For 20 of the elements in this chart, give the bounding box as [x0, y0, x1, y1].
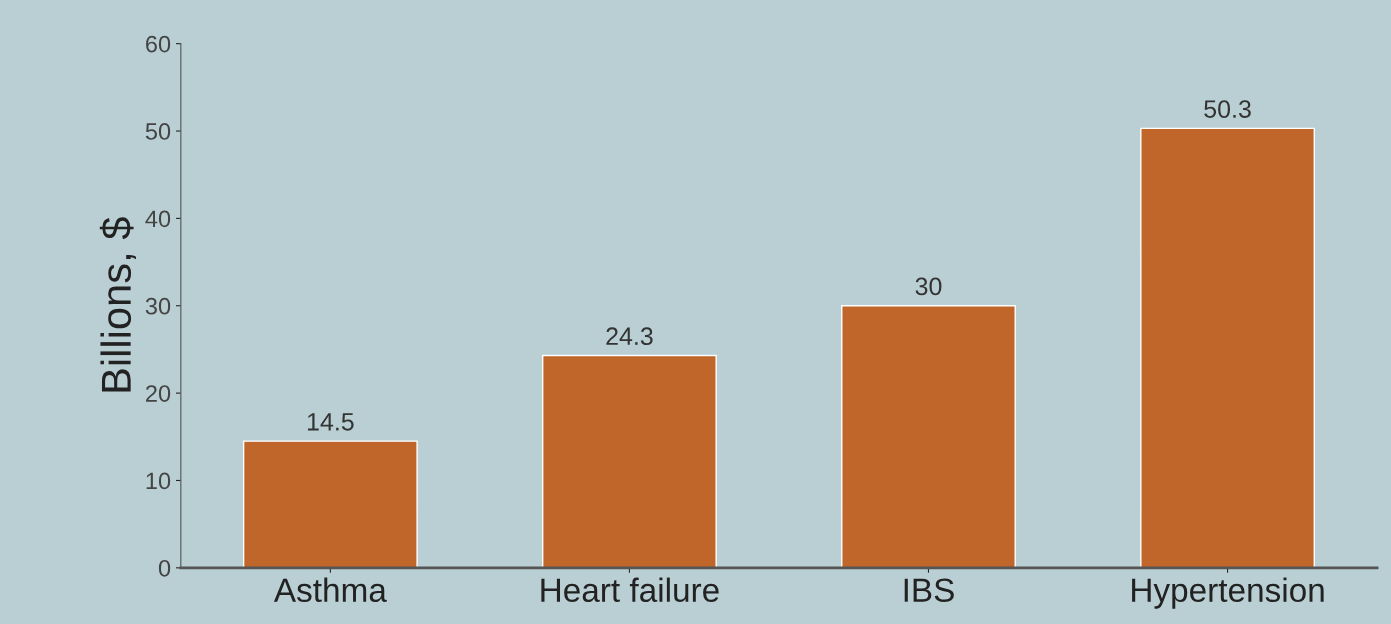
y-tick-label: 30 — [145, 297, 171, 315]
x-tick-label: IBS — [904, 578, 954, 603]
data-label: 14.5 — [307, 413, 354, 431]
data-label: 30 — [915, 277, 942, 296]
bar — [1140, 127, 1315, 568]
y-axis-title: Billions, $ — [99, 217, 136, 392]
bar — [242, 440, 418, 568]
x-tick-label: Asthma — [273, 577, 387, 603]
y-tick-label: 40 — [145, 210, 171, 228]
y-tick-label: 50 — [145, 123, 171, 140]
bar — [841, 305, 1016, 568]
y-tick-label: 0 — [158, 559, 171, 577]
y-tick-label: 60 — [146, 35, 171, 53]
data-label: 50.3 — [1204, 100, 1251, 118]
bar — [542, 354, 717, 568]
y-tick-label: 10 — [146, 472, 171, 490]
x-tick-label: Heart failure — [541, 577, 719, 603]
data-label: 24.3 — [606, 327, 653, 346]
x-tick-label: Hypertension — [1132, 577, 1324, 609]
y-tick-label: 20 — [146, 385, 171, 402]
